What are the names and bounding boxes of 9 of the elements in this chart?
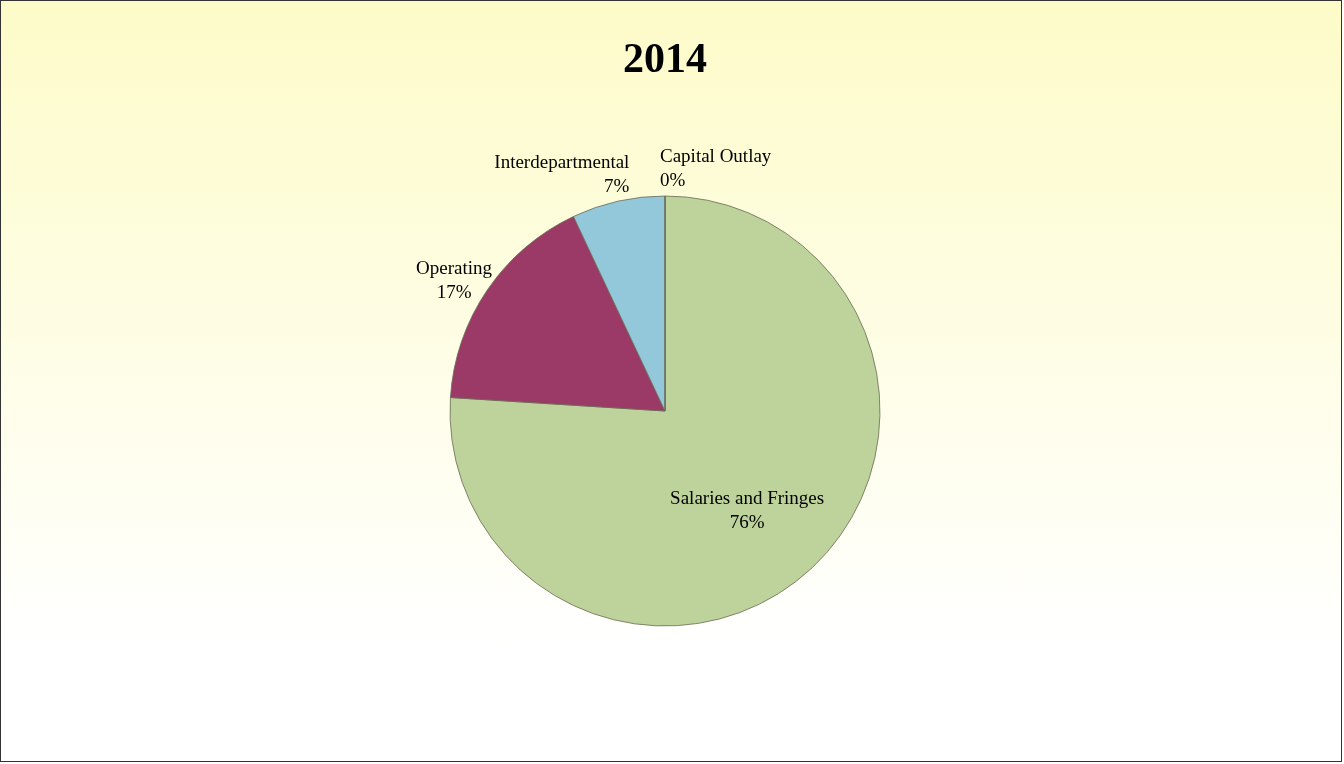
data-label: 17% [436,280,472,302]
data-label: 76% [729,511,765,533]
text: 0% [660,169,686,190]
slice-label: Operating [416,256,493,278]
category-label: Capital Outlay [660,145,772,166]
chart-title: 2014 [623,35,707,81]
data-label: 7% [604,175,630,197]
slice-label: Interdepartmental [494,151,630,173]
slice-label: Salaries and Fringes [670,487,825,509]
